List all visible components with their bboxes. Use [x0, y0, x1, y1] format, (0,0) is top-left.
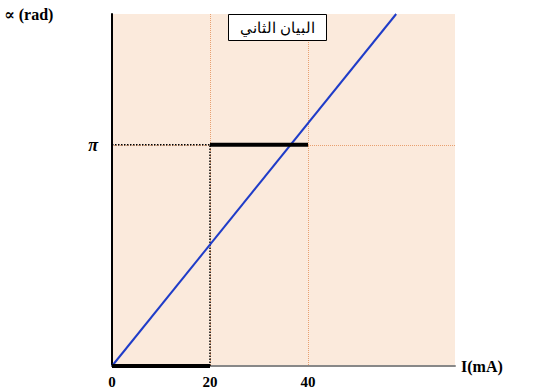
svg-text:40: 40: [301, 374, 316, 390]
svg-text:π: π: [88, 135, 99, 155]
svg-text:∝ (rad): ∝ (rad): [4, 6, 53, 24]
svg-text:البيان الثاني: البيان الثاني: [240, 20, 315, 37]
svg-text:I(mA): I(mA): [461, 358, 503, 376]
svg-text:0: 0: [108, 374, 116, 390]
svg-text:20: 20: [203, 374, 218, 390]
